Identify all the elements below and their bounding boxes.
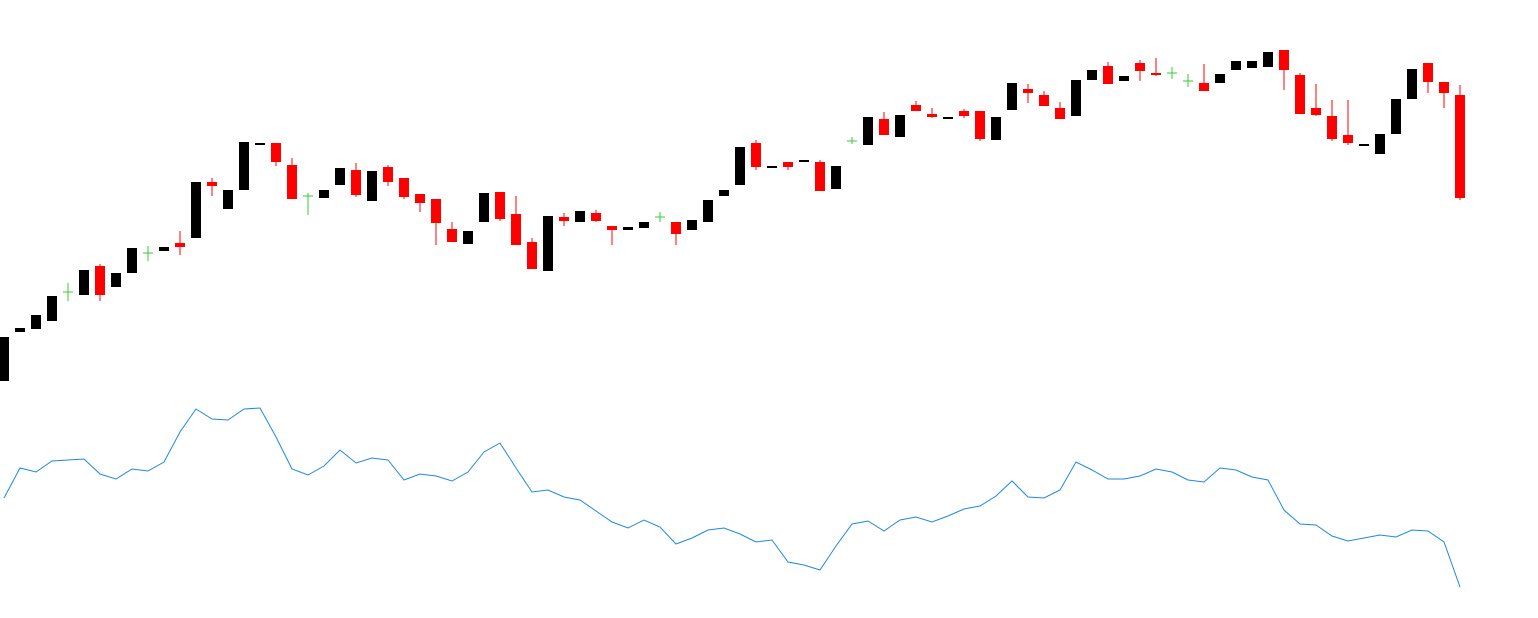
candle-body [1007,83,1017,110]
candle-body [591,213,601,221]
candle-body [959,111,969,116]
candle-body [1375,134,1385,154]
candle-body [815,162,825,191]
candle-body [719,190,729,196]
candle-body [15,328,25,332]
candle-body [1327,116,1337,139]
candle-body [159,247,169,251]
candle-body [479,193,489,222]
candle-body [559,217,569,221]
candle-body [735,147,745,185]
candle-body [1295,75,1305,114]
candle-body [47,296,57,321]
candle-body [1055,108,1065,119]
candle-body [1423,63,1433,82]
candle-body [383,167,393,182]
candle-body [399,178,409,197]
candle-body [1215,74,1225,83]
candle-body [111,273,121,287]
candle-body [863,117,873,145]
candle-body [767,166,777,168]
candle-body [687,220,697,230]
candle-body [1343,135,1353,143]
candle-body [1247,61,1257,68]
candle-body [799,160,809,162]
candle-body [239,142,249,190]
candle-body [207,182,217,186]
candle-body [367,171,377,201]
candle-body [1151,73,1161,75]
candle-body [1439,82,1449,93]
candle-body [511,214,521,245]
candle-body [639,222,649,228]
candle-body [1135,63,1145,71]
candle-body [543,216,553,271]
candle-body [1263,52,1273,67]
candle-body [623,227,633,230]
candle-body [751,143,761,167]
candle-body [671,222,681,234]
candle-body [703,200,713,222]
candle-body [191,182,201,238]
candle-body [495,192,505,219]
candle-body [415,194,425,203]
candle-body [31,315,41,329]
candle-body [895,115,905,137]
candle-body [447,229,457,242]
candle-body [463,231,473,244]
indicator-line [3,407,1461,588]
candle-body [607,226,617,230]
candle-body [271,143,281,162]
candle-body [991,117,1001,140]
candle-body [879,119,889,135]
candle-body [1119,76,1129,81]
candle-body [1087,70,1097,80]
candle-body [1023,89,1033,93]
candle-body [223,190,233,209]
candle-body [319,190,329,198]
candle-body [1279,50,1289,70]
candle-body [255,143,265,145]
candle-body [1455,95,1465,198]
candle-body [79,270,89,295]
candle-body [1039,95,1049,106]
candle-body [0,337,9,381]
candle-body [335,168,345,185]
candle-body [1231,61,1241,70]
candle-body [1407,69,1417,99]
candle-body [927,114,937,117]
candle-body [175,243,185,247]
candle-body [943,117,953,119]
candle-body [1359,144,1369,146]
candle-body [831,166,841,189]
candle-body [95,266,105,295]
candle-body [1311,108,1321,115]
candle-body [1103,66,1113,84]
candle-body [975,111,985,139]
candle-body [527,242,537,269]
candle-body [287,165,297,199]
candle-body [911,105,921,111]
candle-body [1071,80,1081,116]
candle-body [1391,99,1401,134]
candle-body [431,199,441,223]
candle-body [575,211,585,222]
candle-body [1199,83,1209,91]
candle-body [127,248,137,273]
candle-body [783,162,793,167]
candle-body [351,170,361,195]
